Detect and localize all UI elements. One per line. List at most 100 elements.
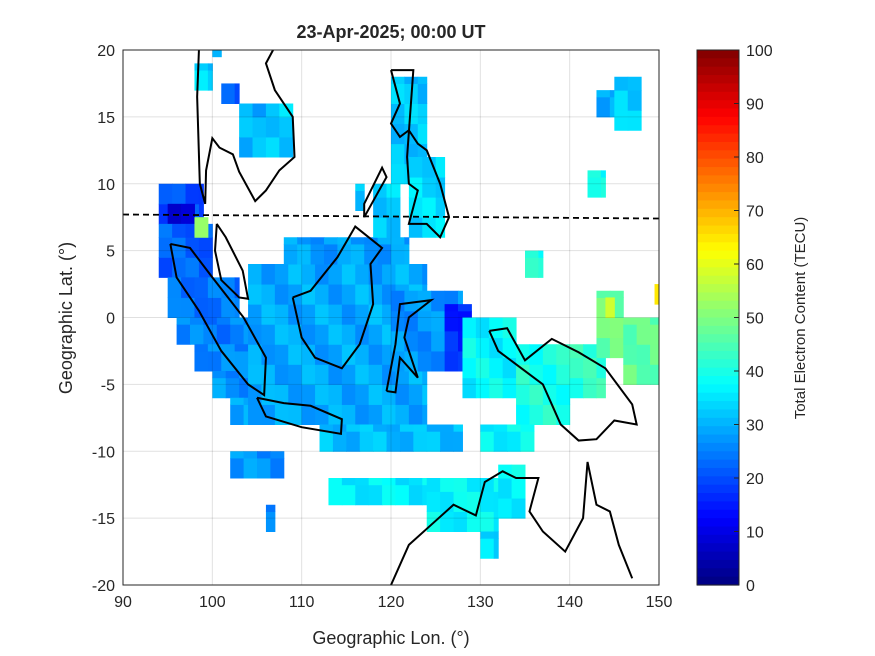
- tec-cell: [346, 431, 361, 452]
- tec-cell: [587, 170, 602, 178]
- colorbar-segment: [697, 409, 739, 419]
- tec-cell: [216, 324, 231, 345]
- colorbar-segment: [697, 150, 739, 160]
- tec-cell: [404, 243, 410, 265]
- tec-cell: [440, 424, 455, 432]
- tec-cell: [373, 431, 388, 452]
- x-tick-label: 120: [378, 594, 405, 611]
- colorbar-segment: [697, 225, 739, 235]
- colorbar-segment: [697, 334, 739, 344]
- chart-title: 23-Apr-2025; 00:00 UT: [296, 22, 485, 42]
- colorbar-segment: [697, 167, 739, 176]
- tec-cell: [493, 511, 499, 532]
- tec-cell: [408, 177, 423, 198]
- colorbar-segment: [697, 459, 739, 469]
- tec-cell: [600, 170, 606, 178]
- tec-cell: [614, 90, 629, 111]
- tec-cell: [386, 217, 401, 238]
- tec-cell: [498, 498, 513, 519]
- colorbar-tick-label: 60: [746, 257, 764, 274]
- tec-cell: [332, 431, 347, 452]
- tec-cell: [525, 257, 539, 278]
- tec-cell: [181, 203, 195, 225]
- tec-cell: [404, 103, 419, 125]
- tec-cell: [252, 136, 267, 158]
- tec-cell: [391, 330, 405, 352]
- tec-cell: [605, 297, 615, 318]
- x-axis-label: Geographic Lon. (°): [312, 628, 469, 648]
- tec-cell: [431, 290, 446, 312]
- colorbar-segment: [697, 317, 739, 327]
- tec-cell: [341, 344, 356, 365]
- colorbar-segment: [697, 376, 739, 385]
- colorbar-segment: [697, 451, 739, 461]
- tec-cell: [283, 237, 298, 245]
- tec-cell: [466, 478, 481, 492]
- colorbar-tick-label: 70: [746, 204, 764, 221]
- x-tick-label: 90: [114, 594, 132, 611]
- tec-cell: [301, 304, 316, 325]
- tec-cell: [158, 223, 173, 238]
- tec-cell: [274, 344, 289, 365]
- tec-cell: [417, 123, 428, 145]
- tec-cell: [279, 136, 294, 158]
- tec-cell: [408, 157, 423, 178]
- tec-cell: [489, 357, 504, 379]
- tec-cell: [190, 324, 204, 345]
- tec-cell: [167, 277, 182, 298]
- tec-cell: [453, 511, 468, 532]
- tec-cell: [185, 237, 200, 258]
- tec-cell: [583, 344, 597, 359]
- colorbar-tick-label: 0: [746, 578, 755, 595]
- tec-cells: [158, 50, 660, 559]
- tec-cell: [185, 183, 200, 205]
- tec-cell: [426, 424, 441, 432]
- tec-cell: [288, 264, 303, 285]
- colorbar-tick-label: 100: [746, 43, 773, 60]
- colorbar-segment: [697, 401, 739, 411]
- tec-cell: [194, 217, 209, 238]
- tec-cell: [158, 183, 173, 205]
- y-tick-label: -5: [101, 377, 115, 394]
- tec-cell: [212, 50, 222, 58]
- tec-cell: [288, 364, 303, 385]
- tec-cell: [650, 324, 660, 345]
- colorbar-segment: [697, 551, 739, 561]
- y-tick-label: 10: [97, 177, 115, 194]
- colorbar-tick-label: 10: [746, 525, 764, 542]
- y-ticks: -20 -15 -10 -5 0 5 10 15 20: [92, 43, 115, 595]
- tec-cell: [181, 277, 195, 298]
- colorbar-segment: [697, 426, 739, 436]
- colorbar-segment: [697, 66, 739, 76]
- tec-cell: [315, 284, 329, 305]
- tec-cell: [274, 264, 289, 285]
- tec-cell: [614, 110, 629, 131]
- tec-cell: [359, 431, 374, 452]
- tec-cell: [319, 424, 334, 432]
- tec-cell: [324, 243, 338, 265]
- tec-cell: [346, 424, 361, 432]
- tec-cell: [239, 103, 254, 118]
- tec-cell: [297, 237, 312, 245]
- tec-cell: [422, 364, 428, 385]
- tec-cell: [395, 404, 410, 425]
- tec-cell: [391, 143, 405, 165]
- y-tick-label: 0: [106, 311, 115, 328]
- colorbar: 0 10 20 30 40 50 60 70 80 90 100: [696, 43, 773, 595]
- tec-cell: [341, 324, 356, 345]
- colorbar-segment: [697, 91, 739, 101]
- tec-cell: [172, 237, 187, 258]
- tec-cell: [609, 90, 615, 98]
- tec-cell: [511, 464, 526, 479]
- tec-cell: [261, 304, 276, 325]
- tec-cell: [239, 371, 254, 379]
- tec-cell: [207, 350, 222, 372]
- tec-cell: [341, 364, 356, 385]
- tec-cell: [234, 83, 240, 104]
- tec-cell: [408, 478, 423, 486]
- tec-cell: [301, 324, 316, 345]
- tec-cell: [328, 404, 343, 425]
- tec-cell: [382, 404, 396, 425]
- tec-cell: [270, 457, 285, 479]
- tec-cell: [462, 357, 477, 379]
